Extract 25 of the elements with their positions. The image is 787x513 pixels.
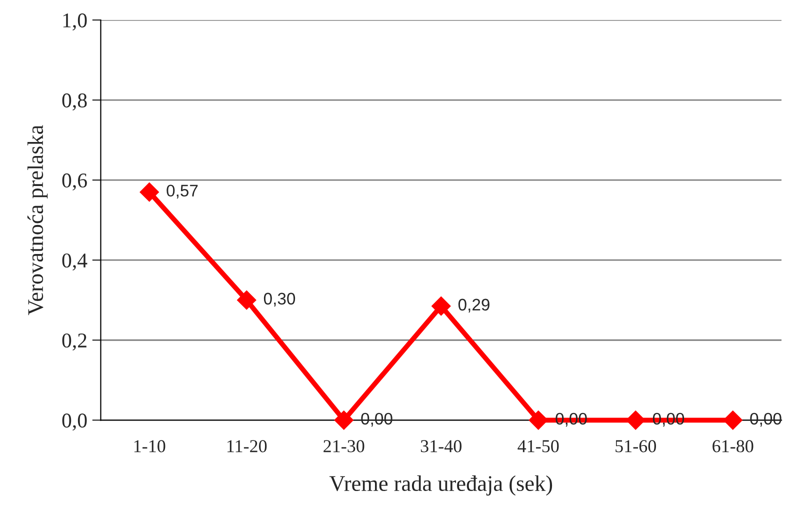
point [626, 410, 646, 430]
x-tick-label: 11-20 [227, 440, 267, 452]
y-tick-label: 0,4 [62, 253, 88, 271]
y-tick-label: 0,6 [62, 173, 87, 190]
x-tick-label: 41-50 [518, 440, 559, 452]
y-axis-title: Verovatnoća prelaska [27, 125, 48, 316]
y-tick-label: 0,2 [62, 333, 86, 351]
point [432, 296, 451, 316]
x-tick-label: 61-80 [712, 440, 754, 452]
point [528, 410, 548, 430]
point [237, 290, 256, 310]
x-tick-label: 21-30 [324, 440, 364, 452]
y-tick-label: 1,0 [63, 13, 87, 30]
x-tick-label: 51-60 [616, 440, 656, 452]
data-label: 0,30 [264, 292, 296, 307]
point [140, 182, 159, 202]
point [723, 410, 742, 430]
data-label: 0,29 [458, 298, 490, 313]
y-tick-label: 0,0 [62, 414, 87, 431]
x-axis-title: Vreme rada uređaja (sek) [329, 475, 552, 496]
x-tick-label: 31-40 [420, 440, 462, 452]
x-tick-label: 1-10 [134, 440, 166, 452]
data-label: 0,57 [166, 184, 198, 199]
y-tick-label: 0,8 [62, 93, 87, 110]
point [334, 410, 354, 430]
